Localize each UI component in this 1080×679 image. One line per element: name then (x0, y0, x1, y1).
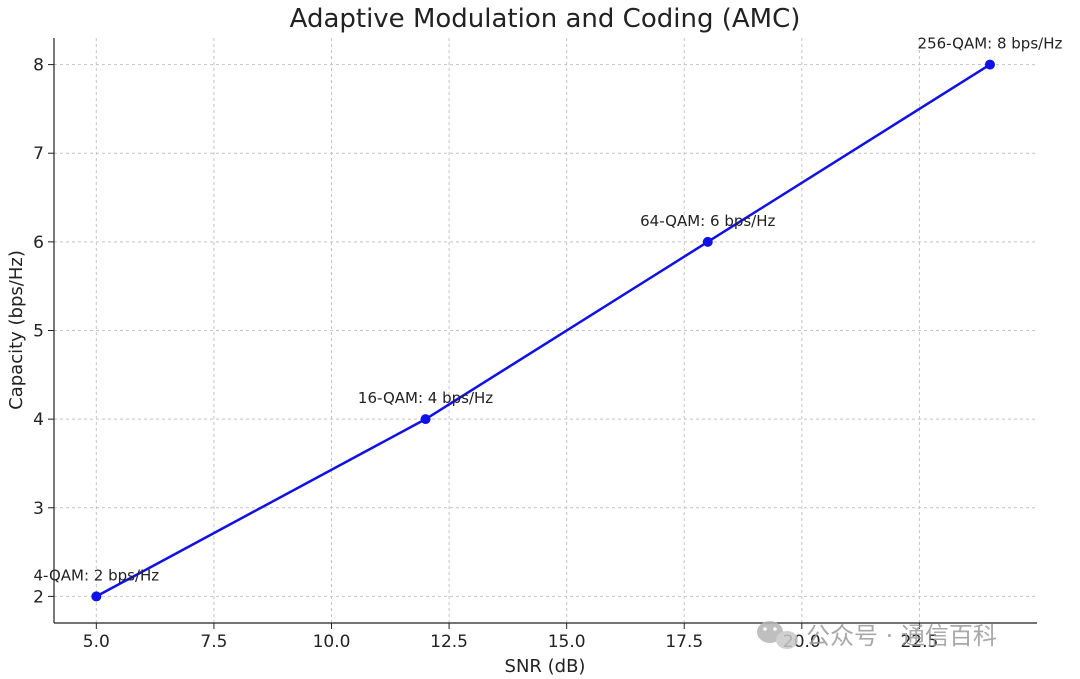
x-axis-label: SNR (dB) (505, 656, 586, 677)
x-tick-label: 22.5 (900, 632, 938, 652)
data-label: 64-QAM: 6 bps/Hz (640, 212, 775, 230)
y-tick-label: 3 (33, 499, 44, 519)
grid (54, 38, 1037, 623)
x-ticks: 5.0 7.5 10.0 12.5 15.0 17.5 20.0 22.5 (83, 623, 938, 652)
y-ticks: 2 3 4 5 6 7 8 (33, 56, 54, 607)
data-label: 4-QAM: 2 bps/Hz (33, 566, 159, 584)
x-tick-label: 5.0 (83, 632, 110, 652)
data-point (984, 59, 995, 70)
y-tick-label: 5 (33, 322, 44, 342)
x-tick-label: 15.0 (548, 632, 586, 652)
y-tick-label: 7 (33, 144, 44, 164)
y-tick-label: 2 (33, 587, 44, 607)
chart-title: Adaptive Modulation and Coding (AMC) (290, 4, 801, 34)
data-labels: 4-QAM: 2 bps/Hz 16-QAM: 4 bps/Hz 64-QAM: 6… (33, 35, 1062, 585)
series-line (95, 63, 991, 598)
series-line-path (95, 63, 991, 598)
y-tick-label: 8 (33, 56, 44, 76)
x-tick-label: 10.0 (313, 632, 351, 652)
y-tick-label: 4 (33, 410, 44, 430)
x-tick-label: 17.5 (665, 632, 703, 652)
x-tick-label: 12.5 (430, 632, 468, 652)
y-axis-label: Capacity (bps/Hz) (6, 250, 27, 410)
data-point (420, 414, 431, 425)
data-point (91, 591, 102, 602)
data-label: 256-QAM: 8 bps/Hz (918, 35, 1063, 53)
data-label: 16-QAM: 4 bps/Hz (358, 389, 493, 407)
data-point (702, 236, 713, 247)
y-tick-label: 6 (33, 233, 44, 253)
wechat-icon (757, 621, 798, 649)
watermark: 公众号 · 通信百科 (757, 621, 997, 650)
data-points (91, 59, 995, 602)
watermark-text: 公众号 · 通信百科 (806, 622, 997, 650)
x-tick-label: 7.5 (200, 632, 227, 652)
